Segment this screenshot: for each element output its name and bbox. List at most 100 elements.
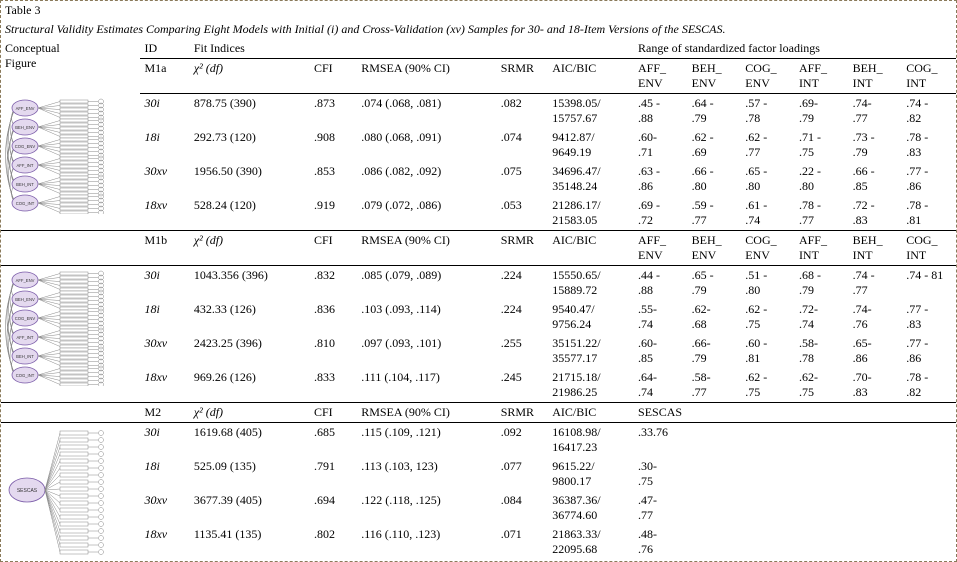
cell: .833 (310, 368, 357, 403)
cell: .58-.77 (688, 368, 742, 403)
row-id: 18xv (140, 368, 189, 403)
cell: .61 -.74 (741, 196, 795, 231)
col-conceptual: ConceptualFigure (1, 39, 140, 94)
cell: .45 -.88 (634, 94, 688, 129)
cell: .64 -.79 (688, 94, 742, 129)
cell: .48-.76 (634, 525, 956, 559)
cell: .69-.79 (795, 94, 849, 129)
cell: .71 -.75 (795, 128, 849, 162)
row-id: 18i (140, 128, 189, 162)
svg-text:COG_ENV: COG_ENV (15, 144, 36, 149)
cell: .44 -.88 (634, 266, 688, 301)
table-row: 18i 432.33 (126) .836 .103 (.093, .114) … (1, 300, 956, 334)
svg-text:AFF_ENV: AFF_ENV (16, 106, 35, 111)
svg-text:COG_INT: COG_INT (16, 201, 35, 206)
cell: 35151.22/35577.17 (548, 334, 634, 368)
col-fit: Fit Indices (190, 39, 634, 59)
cell: .77 -.86 (902, 162, 956, 196)
col-behint: BEH_INT (849, 231, 903, 266)
cell: .58-.78 (795, 334, 849, 368)
cell: .836 (310, 300, 357, 334)
cell: .685 (310, 423, 357, 458)
cell: .51 -.80 (741, 266, 795, 301)
row-id: 18xv (140, 525, 189, 559)
cell: .57 -.78 (741, 94, 795, 129)
cell: .77 -.83 (902, 300, 956, 334)
cell: .65-.86 (849, 334, 903, 368)
cell: .802 (310, 525, 357, 559)
figure-m1b: AFF_ENVBEH_ENVCOG_ENVAFF_INTBEH_INTCOG_I… (1, 266, 140, 403)
svg-text:BEH_INT: BEH_INT (16, 354, 34, 359)
cell: .73 -.79 (849, 128, 903, 162)
cell: .78 -.77 (795, 196, 849, 231)
table-row: 18xv 1135.41 (135) .802 .116 (.110, .123… (1, 525, 956, 559)
validity-table: Table 3 Structural Validity Estimates Co… (1, 1, 956, 559)
cell: .72 -.83 (849, 196, 903, 231)
cell: .245 (497, 368, 549, 403)
cell: .832 (310, 266, 357, 301)
cell: 34696.47/35148.24 (548, 162, 634, 196)
cell: .103 (.093, .114) (357, 300, 496, 334)
cell: .074 (497, 128, 549, 162)
col-rmsea: RMSEA (90% CI) (357, 403, 496, 423)
cell: .72-.74 (795, 300, 849, 334)
cell: .224 (497, 266, 549, 301)
cell: .694 (310, 491, 357, 525)
col-cfi: CFI (310, 231, 357, 266)
col-srmr: SRMR (497, 231, 549, 266)
col-aicbic: AIC/BIC (548, 231, 634, 266)
cell: .30-.75 (634, 457, 956, 491)
cell: .62-.68 (688, 300, 742, 334)
table-caption: Structural Validity Estimates Comparing … (1, 20, 956, 39)
row-id: 18xv (140, 196, 189, 231)
cell: .74-.77 (849, 94, 903, 129)
cell: .62 -.77 (741, 128, 795, 162)
col-cogint: COG_INT (902, 59, 956, 94)
cell: .62 -.75 (741, 368, 795, 403)
cell: .70-.83 (849, 368, 903, 403)
col-behint: BEH_INT (849, 59, 903, 94)
cell: .65 -.79 (688, 266, 742, 301)
cell: .097 (.093, .101) (357, 334, 496, 368)
svg-text:AFF_INT: AFF_INT (17, 163, 34, 168)
cell: .255 (497, 334, 549, 368)
cell: .33.76 (634, 423, 956, 458)
table-row: 18i 525.09 (135) .791 .113 (.103, 123) .… (1, 457, 956, 491)
col-id: ID (140, 39, 189, 59)
cell: .74-.76 (849, 300, 903, 334)
col-srmr: SRMR (497, 59, 549, 94)
cell: 1619.68 (405) (190, 423, 310, 458)
cell: .919 (310, 196, 357, 231)
cell: .77 -.86 (902, 334, 956, 368)
row-id: 30xv (140, 491, 189, 525)
cell: .071 (497, 525, 549, 559)
cell: .224 (497, 300, 549, 334)
cell: .59 -.77 (688, 196, 742, 231)
svg-text:BEH_ENV: BEH_ENV (15, 297, 35, 302)
table-row: 18xv 969.26 (126) .833 .111 (.104, .117)… (1, 368, 956, 403)
cell: .66-.79 (688, 334, 742, 368)
cell: .115 (.109, .121) (357, 423, 496, 458)
cell: .78 -.81 (902, 196, 956, 231)
cell: 525.09 (135) (190, 457, 310, 491)
col-affenv: AFF_ENV (634, 59, 688, 94)
cell: 1135.41 (135) (190, 525, 310, 559)
cell: .113 (.103, 123) (357, 457, 496, 491)
col-cogenv: COG_ENV (741, 59, 795, 94)
cell: .122 (.118, .125) (357, 491, 496, 525)
col-rmsea: RMSEA (90% CI) (357, 59, 496, 94)
cell: .810 (310, 334, 357, 368)
cell: .65 -.80 (741, 162, 795, 196)
cell: 15398.05/15757.67 (548, 94, 634, 129)
cell: .74 - 81 (902, 266, 956, 301)
cell: .086 (.082, .092) (357, 162, 496, 196)
cell: .68 -.79 (795, 266, 849, 301)
col-chi: χ² (df) (190, 231, 310, 266)
svg-text:AFF_INT: AFF_INT (17, 335, 34, 340)
cell: .62 -.69 (688, 128, 742, 162)
col-range: Range of standardized factor loadings (634, 39, 956, 59)
cell: 878.75 (390) (190, 94, 310, 129)
figure-m2: SESCAS (1, 423, 140, 560)
cell: .78 -.83 (902, 128, 956, 162)
model-id-m2: M2 (140, 403, 189, 423)
